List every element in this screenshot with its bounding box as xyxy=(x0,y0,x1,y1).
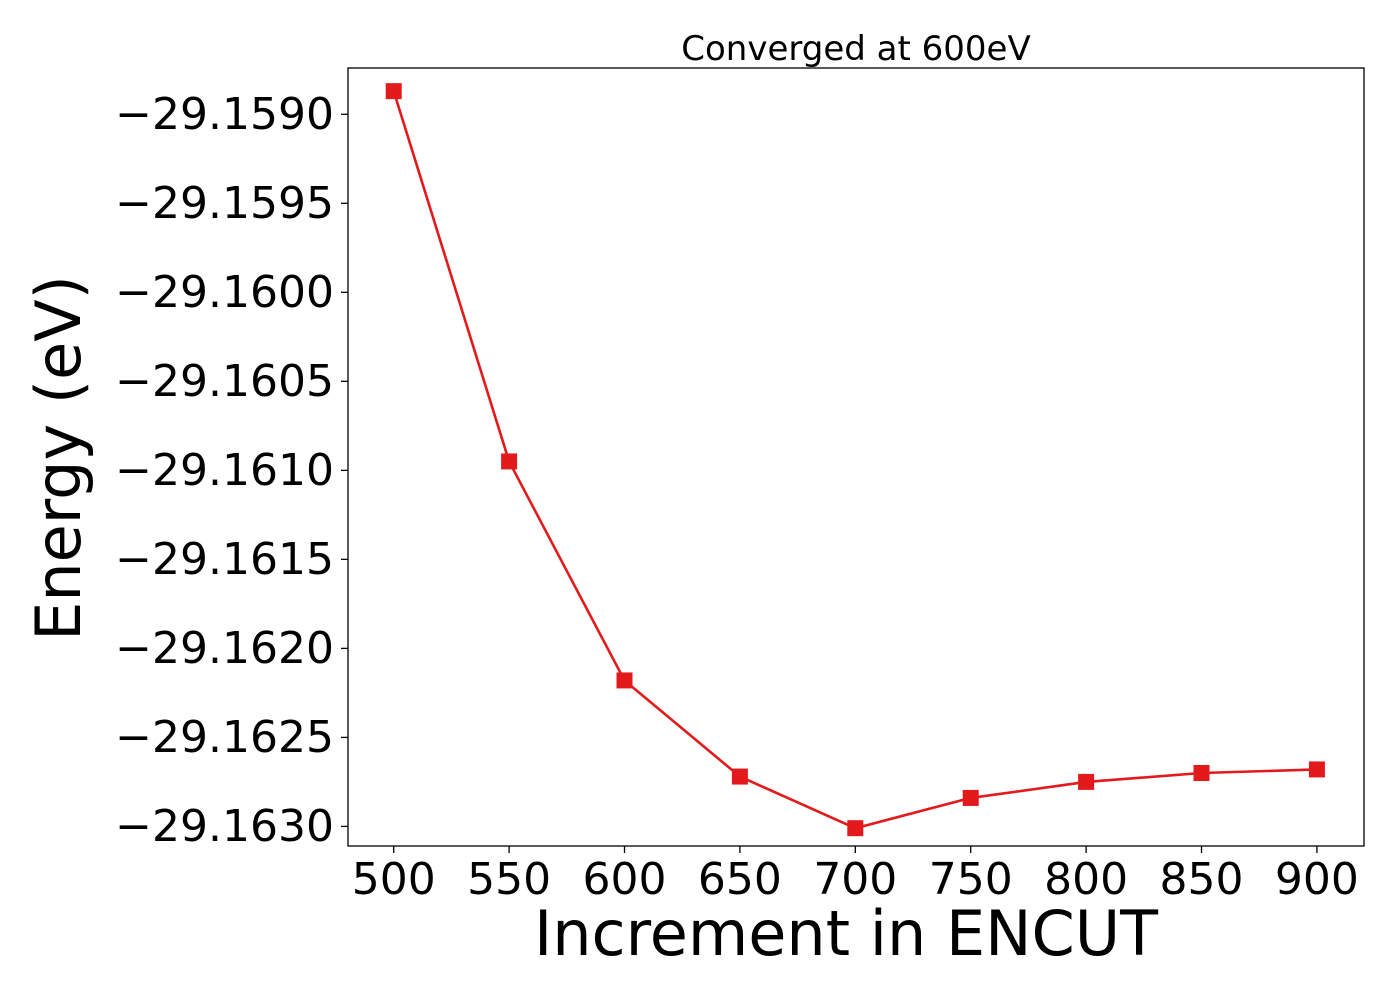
data-point-750 xyxy=(962,789,979,806)
x-tick-label: 700 xyxy=(813,854,897,905)
x-axis-title: Increment in ENCUT xyxy=(534,897,1159,970)
data-point-700 xyxy=(847,820,864,837)
chart-title: Converged at 600eV xyxy=(681,29,1030,69)
x-tick-label: 800 xyxy=(1044,854,1128,905)
plot-frame xyxy=(347,67,1365,847)
data-point-850 xyxy=(1193,765,1210,782)
y-axis-title: Energy (eV) xyxy=(22,275,95,641)
y-tick-label: −29.1615 xyxy=(115,534,334,585)
data-point-550 xyxy=(501,453,518,470)
x-tick-label: 550 xyxy=(467,854,551,905)
y-tick-label: −29.1595 xyxy=(115,178,334,229)
data-point-800 xyxy=(1078,773,1095,790)
data-point-900 xyxy=(1308,761,1325,778)
y-tick-label: −29.1600 xyxy=(115,267,334,318)
y-tick-label: −29.1610 xyxy=(115,445,334,496)
x-tick-label: 500 xyxy=(352,854,436,905)
x-tick-label: 850 xyxy=(1160,854,1244,905)
y-axis: −29.1590 −29.1595 −29.1600 −29.1605 −29.1610… xyxy=(115,89,348,852)
x-axis: 500 550 600 650 700 750 800 850 900 xyxy=(352,846,1359,905)
y-tick-label: −29.1590 xyxy=(115,89,334,140)
x-tick-label: 900 xyxy=(1275,854,1359,905)
plot-area xyxy=(385,83,1325,837)
x-tick-label: 750 xyxy=(929,854,1013,905)
y-tick-label: −29.1625 xyxy=(115,712,334,763)
data-point-650 xyxy=(731,768,748,785)
y-tick-label: −29.1620 xyxy=(115,623,334,674)
y-tick-label: −29.1605 xyxy=(115,356,334,407)
x-tick-label: 650 xyxy=(698,854,782,905)
y-tick-label: −29.1630 xyxy=(115,801,334,852)
data-point-500 xyxy=(385,83,402,100)
x-tick-label: 600 xyxy=(583,854,667,905)
series-line xyxy=(392,90,1317,830)
data-point-600 xyxy=(616,672,633,689)
